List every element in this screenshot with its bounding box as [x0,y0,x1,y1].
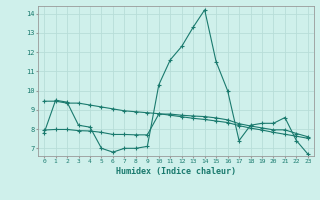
X-axis label: Humidex (Indice chaleur): Humidex (Indice chaleur) [116,167,236,176]
